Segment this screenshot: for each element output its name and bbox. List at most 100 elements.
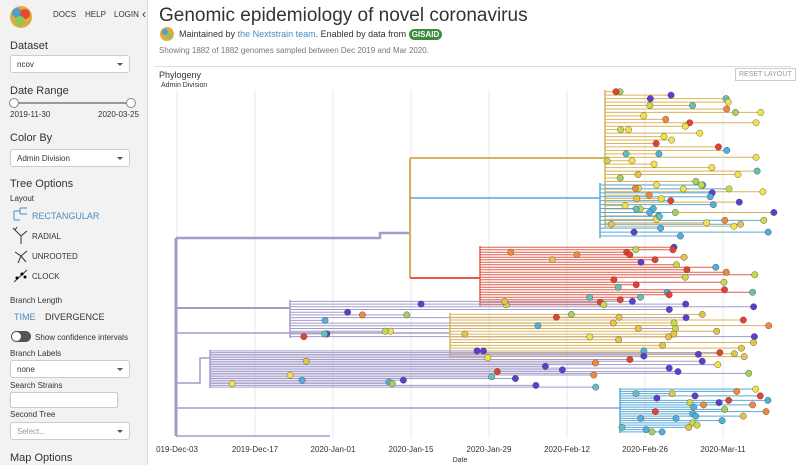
tip [403,311,411,319]
tip [709,201,717,209]
tip [691,392,699,400]
tip [640,352,648,360]
summary: Showing 1882 of 1882 genomes sampled bet… [159,46,429,55]
tip [417,300,425,308]
tip [756,392,764,400]
tip [507,248,515,256]
maintainer-link[interactable]: the Nextstrain team [237,29,316,39]
tip [749,401,757,409]
dataset-label: Dataset [10,40,48,52]
x-tick-label: 2020-Mar-11 [700,445,746,454]
tip [286,371,294,379]
tip [708,164,716,172]
tree-options-title: Tree Options [10,178,74,190]
confidence-toggle[interactable] [11,331,31,342]
tip [692,178,700,185]
tip [723,146,731,154]
tip [762,408,770,416]
logo[interactable] [8,4,34,30]
nav-help[interactable]: HELP [85,10,106,19]
tip [730,222,738,230]
slider-handle[interactable] [126,98,136,108]
layout-label: Layout [10,194,35,203]
tip [626,251,634,259]
tip [607,220,615,228]
tip [760,216,768,224]
tip [685,423,693,431]
tip [764,228,772,236]
tip [765,322,773,330]
tip [652,140,660,147]
tip [682,314,690,322]
tip [622,150,630,158]
nav-login[interactable]: LOGIN [114,10,139,19]
tip [615,336,623,344]
tip [298,376,306,384]
search-input[interactable] [10,392,118,408]
tip [621,202,629,209]
tip [752,153,760,161]
tip [706,193,714,201]
tip [757,109,765,116]
tip [751,271,759,279]
tip [735,198,743,206]
branch-labels-select[interactable]: none [10,360,130,378]
branch [176,231,410,240]
tip [745,369,753,377]
tip [750,333,758,341]
tip [586,293,594,301]
tip [628,157,636,165]
layout-option[interactable]: RADIAL [32,232,61,241]
tip [632,246,640,254]
gisaid-badge[interactable]: GISAID [408,29,443,40]
color-by-select[interactable]: Admin Division [10,149,130,167]
layout-option[interactable]: RECTANGULAR [32,211,100,221]
tip [658,428,666,436]
tip [648,428,656,436]
tip [634,171,642,178]
tip [625,126,632,134]
second-tree-select[interactable]: Select... [10,422,130,440]
layout-option[interactable]: UNROOTED [32,252,78,261]
branch-length-option[interactable]: DIVERGENCE [45,312,105,322]
tip [592,383,600,391]
tip [344,308,352,316]
tip [657,224,665,232]
tip [716,349,724,356]
color-select[interactable]: Admin Division [161,82,208,89]
maintained-prefix: Maintained by [179,29,236,39]
tip [634,325,642,332]
tip [695,350,702,358]
maintainer-avatar [160,27,174,41]
tip [640,112,648,120]
collapse-button[interactable]: ‹ [142,7,146,21]
tip [740,353,748,360]
tip [302,357,310,365]
tip [724,98,732,106]
tip [532,382,540,389]
tip [733,387,741,395]
enabled-text: . Enabled by data from [315,29,407,39]
tip [573,251,581,259]
tip [461,330,469,338]
tip [712,263,720,271]
tip [721,286,728,294]
dataset-select[interactable]: ncov [10,55,130,73]
tip [739,316,747,324]
tip [473,347,481,355]
tip [633,195,641,203]
tip [632,205,640,213]
nav-docs[interactable]: DOCS [53,10,77,19]
branch-length-option[interactable]: TIME [14,312,36,322]
tip [609,319,617,327]
tip [645,191,653,199]
tip [590,371,598,379]
tip [659,341,666,349]
tip [653,394,661,402]
reset-layout-button[interactable]: RESET LAYOUT [735,68,796,81]
tip [721,405,729,413]
layout-option[interactable]: CLOCK [32,272,60,281]
tip [689,102,696,109]
tip [662,115,670,123]
slider-handle[interactable] [9,98,19,108]
